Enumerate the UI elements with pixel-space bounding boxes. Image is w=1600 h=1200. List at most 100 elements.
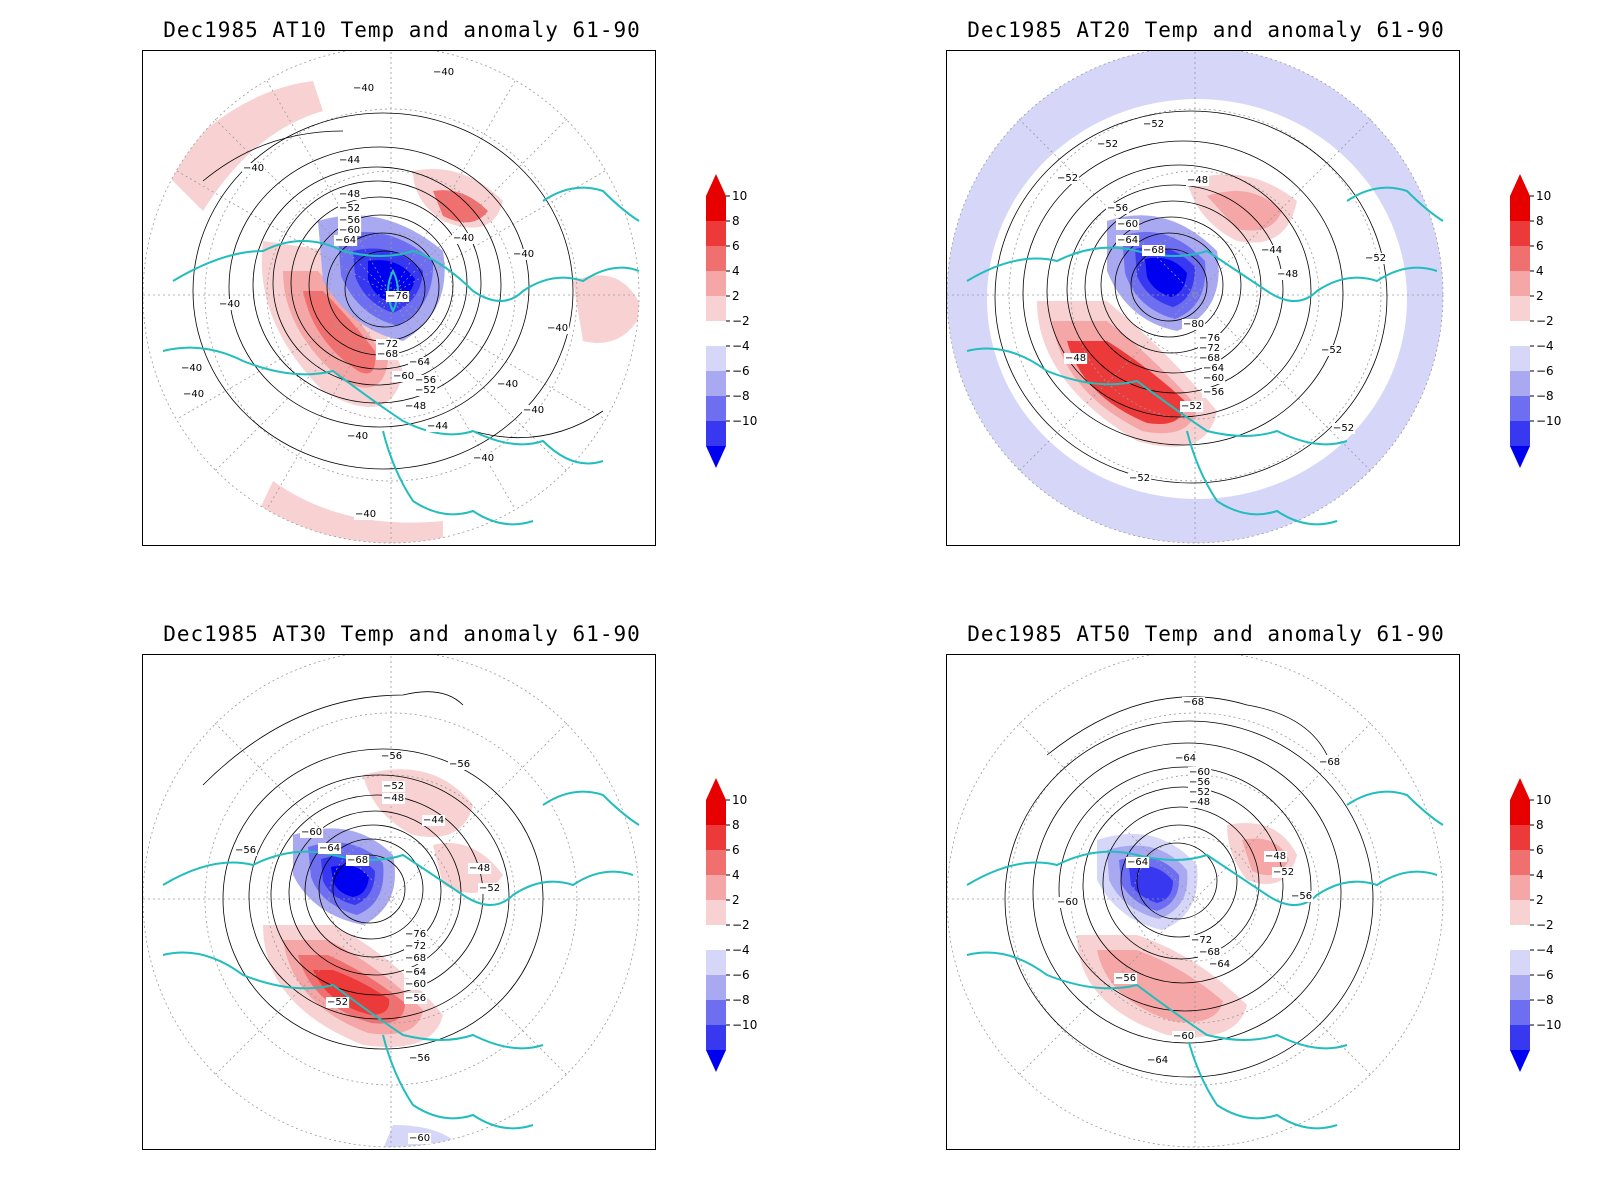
contour-label: −76 (405, 929, 426, 940)
contour-label: −56 (1115, 973, 1136, 984)
colorbar-label: 10 (732, 189, 747, 203)
panel-title: Dec1985 AT20 Temp and anomaly 61-90 (967, 18, 1445, 42)
colorbar-label: 2 (732, 893, 740, 907)
contour-label: −60 (1203, 373, 1224, 384)
panel-title: Dec1985 AT30 Temp and anomaly 61-90 (163, 622, 641, 646)
contour-label: −48 (1065, 353, 1086, 364)
contour-label: −48 (1187, 175, 1208, 186)
polar-map-svg: −52 −52 −52 −48 −56 −60 −64 −68 −44 −48 … (947, 51, 1444, 544)
contour-label: −52 (479, 883, 500, 894)
colorbar-label: −10 (1536, 1018, 1561, 1032)
contour-label: −40 (453, 233, 474, 244)
polar-map-svg: −68 −68 −64 −60 −56 −52 −48 −48 −52 −56 … (947, 655, 1444, 1148)
contour-label: −68 (1183, 697, 1204, 708)
colorbar-label: −10 (732, 414, 757, 428)
contour-label: −68 (347, 855, 368, 866)
contour-label: −60 (1189, 767, 1210, 778)
contour-label: −68 (1319, 757, 1340, 768)
colorbar-label: −4 (1536, 943, 1554, 957)
contour-label: −64 (1147, 1055, 1168, 1066)
colorbar-label: −2 (732, 314, 750, 328)
contour-label: −64 (1117, 235, 1138, 246)
contour-label: −40 (243, 163, 264, 174)
panel-at50: Dec1985 AT50 Temp and anomaly 61-90 (946, 622, 1600, 1182)
colorbar-label: 10 (1536, 189, 1551, 203)
contour-label: −64 (1203, 363, 1224, 374)
contour-label: −52 (1143, 119, 1164, 130)
contour-label: −48 (1265, 851, 1286, 862)
contour-label: −68 (405, 953, 426, 964)
contour-label: −64 (1175, 753, 1196, 764)
colorbar-label: −8 (732, 993, 750, 1007)
contour-label: −72 (1199, 343, 1220, 354)
contour-label: −60 (301, 827, 322, 838)
contour-label: −48 (1189, 797, 1210, 808)
contour-label: −40 (433, 67, 454, 78)
contour-label: −56 (409, 1053, 430, 1064)
colorbar-label: 2 (1536, 289, 1544, 303)
contour-label: −64 (335, 235, 356, 246)
contour-labels: −52 −52 −52 −48 −56 −60 −64 −68 −44 −48 … (1056, 119, 1388, 484)
colorbar-label: −4 (732, 339, 750, 353)
contour-label: −48 (1277, 269, 1298, 280)
colorbar-label: 6 (732, 239, 740, 253)
contour-label: −44 (423, 815, 444, 826)
contour-label: −56 (1189, 777, 1210, 788)
contour-label: −40 (219, 299, 240, 310)
colorbar-label: −10 (732, 1018, 757, 1032)
contour-label: −44 (339, 155, 360, 166)
contour-label: −56 (405, 993, 426, 1004)
contour-label: −56 (381, 751, 402, 762)
contour-label: −44 (1261, 245, 1282, 256)
contour-label: −52 (1321, 345, 1342, 356)
colorbar: 10 8 6 4 2 −2 −4 −6 −8 −10 (706, 174, 757, 468)
contour-label: −52 (1057, 173, 1078, 184)
panel-title: Dec1985 AT50 Temp and anomaly 61-90 (967, 622, 1445, 646)
contour-labels: −56 −56 −52 −48 −44 −60 −64 −68 −56 −48 … (234, 751, 502, 1144)
polar-map: −68 −68 −64 −60 −56 −52 −48 −48 −52 −56 … (946, 654, 1460, 1150)
contour-label: −52 (1097, 139, 1118, 150)
colorbar-label: −6 (732, 968, 750, 982)
colorbar-label: 6 (732, 843, 740, 857)
contour-label: −40 (181, 363, 202, 374)
contour-label: −72 (377, 339, 398, 350)
contour-label: −40 (353, 83, 374, 94)
colorbar: 10 8 6 4 2 −2 −4 −6 −8 −10 (706, 778, 757, 1072)
contour-label: −72 (405, 941, 426, 952)
colorbar-label: 10 (732, 793, 747, 807)
panel-title: Dec1985 AT10 Temp and anomaly 61-90 (163, 18, 641, 42)
colorbar-label: −2 (1536, 314, 1554, 328)
contour-label: −68 (1199, 947, 1220, 958)
contour-label: −68 (377, 349, 398, 360)
contour-label: −48 (339, 189, 360, 200)
contour-label: −56 (1203, 387, 1224, 398)
contour-label: −56 (415, 375, 436, 386)
contour-label: −64 (1127, 857, 1148, 868)
contour-label: −40 (497, 379, 518, 390)
contour-label: −72 (1191, 935, 1212, 946)
colorbar-label: −4 (732, 943, 750, 957)
colorbar-label: 8 (732, 818, 740, 832)
polar-map-svg: −40 −40 −40 −40 −40 −44 −48 −52 −56 −60 … (143, 51, 640, 544)
colorbar-label: 2 (732, 289, 740, 303)
contour-label: −52 (415, 385, 436, 396)
contour-label: −60 (1117, 219, 1138, 230)
panel-at10: Dec1985 AT10 Temp and anomaly 61-90 (142, 18, 902, 578)
contour-label: −56 (235, 845, 256, 856)
contour-label: −60 (393, 371, 414, 382)
contour-label: −76 (387, 291, 408, 302)
contour-label: −40 (523, 405, 544, 416)
polar-map-svg: −56 −56 −52 −48 −44 −60 −64 −68 −56 −48 … (143, 655, 640, 1148)
contour-label: −52 (1333, 423, 1354, 434)
contour-label: −40 (183, 389, 204, 400)
contour-label: −48 (405, 401, 426, 412)
contour-label: −52 (327, 997, 348, 1008)
contour-label: −60 (339, 225, 360, 236)
contour-label: −68 (1143, 245, 1164, 256)
contour-label: −60 (1057, 897, 1078, 908)
contour-label: −64 (1209, 959, 1230, 970)
colorbar-label: 10 (1536, 793, 1551, 807)
contour-label: −56 (1107, 203, 1128, 214)
colorbar-label: 6 (1536, 843, 1544, 857)
